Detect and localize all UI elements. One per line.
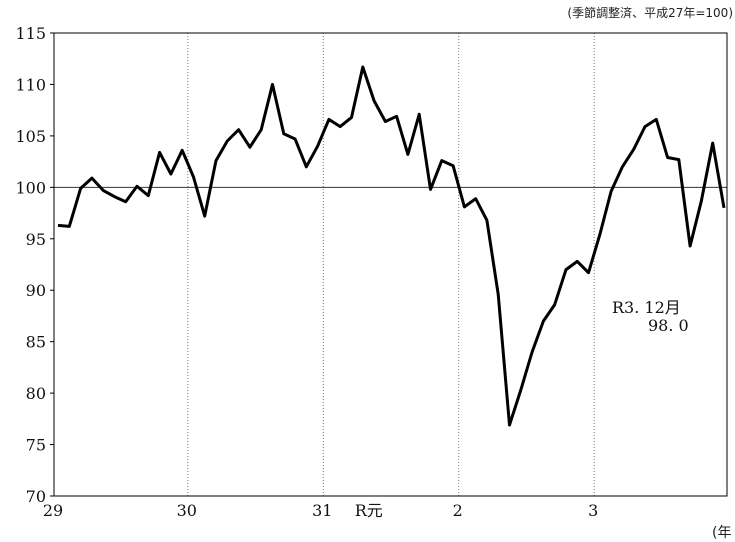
y-tick-label: 75 xyxy=(26,436,46,455)
plot-frame xyxy=(53,32,728,497)
x-tick-label: 29 xyxy=(43,501,63,520)
x-tick-label: 31 xyxy=(312,501,332,520)
series-line xyxy=(57,65,726,427)
x-tick-label: R元 xyxy=(355,501,383,520)
y-tick-label: 100 xyxy=(15,178,46,197)
y-tick-label: 70 xyxy=(26,487,46,506)
y-tick-label: 110 xyxy=(15,75,46,94)
x-tick-label: 30 xyxy=(177,501,197,520)
x-tick-label: 2 xyxy=(453,501,463,520)
x-axis: 29 30 31 R元 2 3 xyxy=(43,33,598,520)
y-axis: 70 75 80 85 90 95 100 105 110 115 xyxy=(15,24,54,506)
y-tick-label: 80 xyxy=(26,384,46,403)
y-tick-label: 105 xyxy=(15,127,46,146)
y-tick-label: 85 xyxy=(26,333,46,352)
y-tick-label: 115 xyxy=(15,24,46,43)
chart-note: (季節調整済、平成27年=100) xyxy=(567,6,733,20)
x-tick-label: 3 xyxy=(588,501,598,520)
annotation-month: R3. 12月 xyxy=(612,298,681,317)
y-tick-label: 95 xyxy=(26,230,46,249)
annotation-value: 98. 0 xyxy=(648,316,689,335)
x-axis-unit-label: (年 xyxy=(712,525,732,541)
y-tick-label: 90 xyxy=(26,281,46,300)
